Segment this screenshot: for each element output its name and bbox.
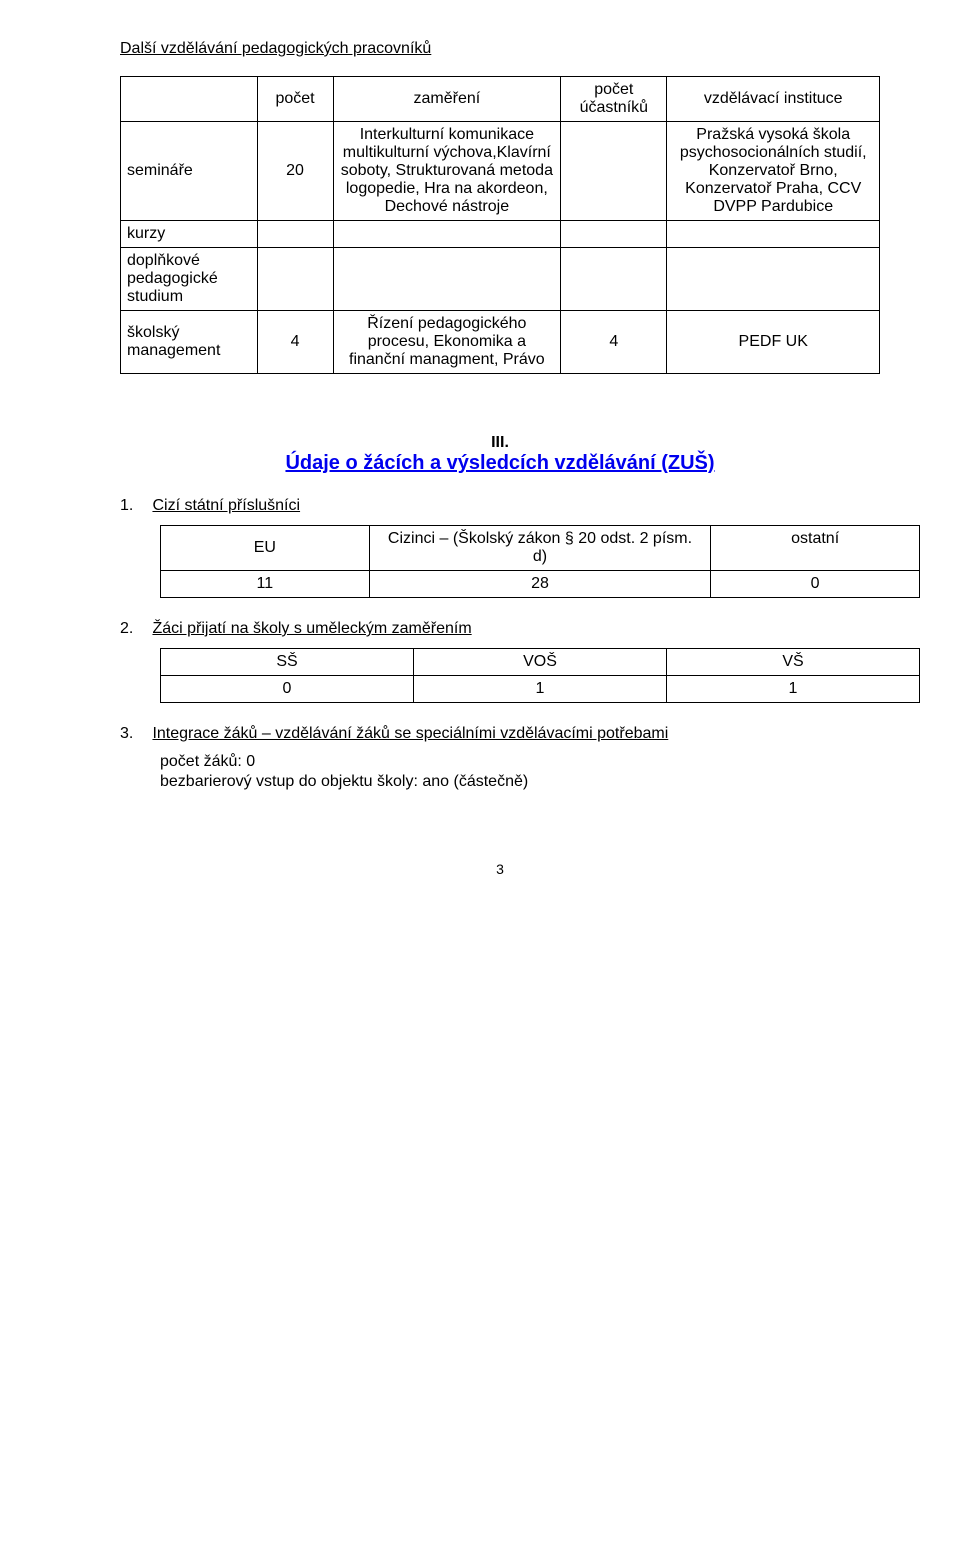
roman-heading: III. Údaje o žácích a výsledcích vzděláv… bbox=[120, 434, 880, 475]
roman-numeral: III. bbox=[120, 434, 880, 452]
t2-h1: VOŠ bbox=[414, 649, 667, 676]
row-count: 4 bbox=[257, 311, 333, 374]
row-label: doplňkové pedagogické studium bbox=[121, 248, 258, 311]
item-1: 1. Cizí státní příslušníci bbox=[120, 497, 880, 515]
roman-subtitle: Údaje o žácích a výsledcích vzdělávání (… bbox=[285, 452, 714, 475]
t2-r0: 0 bbox=[161, 676, 414, 703]
header-focus: zaměření bbox=[333, 77, 561, 122]
header-participants: počet účastníků bbox=[561, 77, 667, 122]
item-1-num: 1. bbox=[120, 497, 148, 515]
table-row: kurzy bbox=[121, 221, 880, 248]
row-label: kurzy bbox=[121, 221, 258, 248]
row-institution bbox=[667, 221, 880, 248]
training-table: počet zaměření počet účastníků vzdělávac… bbox=[120, 76, 880, 374]
page-number: 3 bbox=[120, 861, 880, 877]
row-participants: 4 bbox=[561, 311, 667, 374]
row-focus bbox=[333, 221, 561, 248]
t2-h0: SŠ bbox=[161, 649, 414, 676]
item-2-label: Žáci přijatí na školy s uměleckým zaměře… bbox=[152, 620, 471, 637]
t1-h1: Cizinci – (Školský zákon § 20 odst. 2 pí… bbox=[369, 526, 711, 571]
row-label: školský management bbox=[121, 311, 258, 374]
item-3: 3. Integrace žáků – vzdělávání žáků se s… bbox=[120, 725, 880, 743]
t1-r2: 0 bbox=[711, 571, 920, 598]
row-institution: PEDF UK bbox=[667, 311, 880, 374]
item-2-table: SŠ VOŠ VŠ 0 1 1 bbox=[160, 648, 920, 703]
item-3-line-1: bezbarierový vstup do objektu školy: ano… bbox=[160, 773, 880, 791]
t2-r1: 1 bbox=[414, 676, 667, 703]
header-count: počet bbox=[257, 77, 333, 122]
table-row: školský management 4 Řízení pedagogickéh… bbox=[121, 311, 880, 374]
table-header-row: EU Cizinci – (Školský zákon § 20 odst. 2… bbox=[161, 526, 920, 571]
t1-h0: EU bbox=[161, 526, 370, 571]
row-focus bbox=[333, 248, 561, 311]
page-container: Další vzdělávání pedagogických pracovník… bbox=[0, 0, 960, 937]
item-2-num: 2. bbox=[120, 620, 148, 638]
row-participants bbox=[561, 221, 667, 248]
item-3-line-0: počet žáků: 0 bbox=[160, 753, 880, 771]
row-participants bbox=[561, 122, 667, 221]
item-2: 2. Žáci přijatí na školy s uměleckým zam… bbox=[120, 620, 880, 638]
row-label: semináře bbox=[121, 122, 258, 221]
table-row: semináře 20 Interkulturní komunikace mul… bbox=[121, 122, 880, 221]
item-1-label: Cizí státní příslušníci bbox=[152, 497, 300, 514]
table-row: 0 1 1 bbox=[161, 676, 920, 703]
row-institution: Pražská vysoká škola psychosocionálních … bbox=[667, 122, 880, 221]
section-title: Další vzdělávání pedagogických pracovník… bbox=[120, 40, 880, 58]
row-count bbox=[257, 248, 333, 311]
t1-h2: ostatní bbox=[711, 526, 920, 571]
table-header-row: SŠ VOŠ VŠ bbox=[161, 649, 920, 676]
row-participants bbox=[561, 248, 667, 311]
row-focus: Řízení pedagogického procesu, Ekonomika … bbox=[333, 311, 561, 374]
row-focus: Interkulturní komunikace multikulturní v… bbox=[333, 122, 561, 221]
row-count: 20 bbox=[257, 122, 333, 221]
row-institution bbox=[667, 248, 880, 311]
t2-r2: 1 bbox=[667, 676, 920, 703]
header-institution: vzdělávací instituce bbox=[667, 77, 880, 122]
t1-r1: 28 bbox=[369, 571, 711, 598]
item-1-table: EU Cizinci – (Školský zákon § 20 odst. 2… bbox=[160, 525, 920, 598]
table-header-row: počet zaměření počet účastníků vzdělávac… bbox=[121, 77, 880, 122]
table-row: doplňkové pedagogické studium bbox=[121, 248, 880, 311]
row-count bbox=[257, 221, 333, 248]
t2-h2: VŠ bbox=[667, 649, 920, 676]
header-blank bbox=[121, 77, 258, 122]
item-3-num: 3. bbox=[120, 725, 148, 743]
table-row: 11 28 0 bbox=[161, 571, 920, 598]
t1-r0: 11 bbox=[161, 571, 370, 598]
item-3-label: Integrace žáků – vzdělávání žáků se spec… bbox=[152, 725, 668, 742]
